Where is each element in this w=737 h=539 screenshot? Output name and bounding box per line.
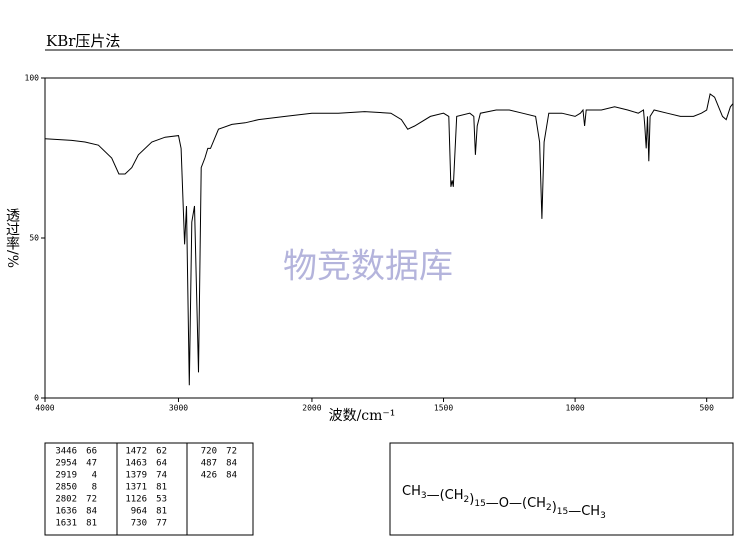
peak-transmittance: 4 xyxy=(92,471,97,481)
peak-transmittance: 64 xyxy=(156,459,167,469)
peak-wavenumber: 1371 xyxy=(125,483,147,493)
peak-wavenumber: 3446 xyxy=(55,447,77,457)
peak-transmittance: 84 xyxy=(86,507,97,517)
peak-transmittance: 53 xyxy=(156,495,167,505)
peak-wavenumber: 1472 xyxy=(125,447,147,457)
formula-frame xyxy=(389,442,734,536)
x-tick-label: 2000 xyxy=(302,404,321,413)
x-tick-label: 1000 xyxy=(565,404,584,413)
y-tick-label: 50 xyxy=(29,234,39,243)
y-axis-label: 透过率/% xyxy=(4,208,20,268)
peak-transmittance: 62 xyxy=(156,447,167,457)
formula: CH3—(CH2)15—O—(CH2)15—CH3 xyxy=(402,484,606,521)
peak-wavenumber: 730 xyxy=(131,519,147,529)
chart-title: KBr压片法 xyxy=(46,32,120,50)
peak-wavenumber: 1631 xyxy=(55,519,77,529)
peak-transmittance: 84 xyxy=(226,459,237,469)
table-frame xyxy=(44,442,254,536)
peak-wavenumber: 426 xyxy=(201,471,217,481)
peak-transmittance: 84 xyxy=(226,471,237,481)
peak-transmittance: 66 xyxy=(86,447,97,457)
peak-transmittance: 47 xyxy=(86,459,97,469)
formula-subscript: 15 xyxy=(474,499,485,509)
x-tick-label: 500 xyxy=(699,404,714,413)
peak-wavenumber: 487 xyxy=(201,459,217,469)
formula-text: ) xyxy=(552,500,557,515)
peak-wavenumber: 2954 xyxy=(55,459,77,469)
peak-wavenumber: 720 xyxy=(201,447,217,457)
y-tick-label: 0 xyxy=(34,394,39,403)
peak-wavenumber: 1463 xyxy=(125,459,147,469)
peak-wavenumber: 2850 xyxy=(55,483,77,493)
peak-transmittance: 81 xyxy=(156,483,167,493)
spectrum-line xyxy=(44,93,734,386)
peak-wavenumber: 964 xyxy=(131,507,147,517)
formula-subscript: 2 xyxy=(464,495,470,505)
peak-wavenumber: 1636 xyxy=(55,507,77,517)
peak-transmittance: 77 xyxy=(156,519,167,529)
plot-frame xyxy=(44,77,734,399)
formula-text: —O—(CH xyxy=(486,496,546,511)
peak-transmittance: 81 xyxy=(86,519,97,529)
watermark: 物竞数据库 xyxy=(283,247,453,287)
peak-wavenumber: 1126 xyxy=(125,495,147,505)
x-tick-label: 3000 xyxy=(169,404,188,413)
formula-text: —(CH xyxy=(427,488,464,503)
y-tick-label: 100 xyxy=(25,74,40,83)
formula-text: —CH xyxy=(568,504,600,519)
peak-transmittance: 81 xyxy=(156,507,167,517)
peak-wavenumber: 2802 xyxy=(55,495,77,505)
formula-subscript: 15 xyxy=(557,507,568,517)
formula-text: ) xyxy=(469,492,474,507)
peak-transmittance: 72 xyxy=(86,495,97,505)
formula-subscript: 2 xyxy=(546,503,552,513)
x-tick-label: 4000 xyxy=(35,404,54,413)
peak-transmittance: 74 xyxy=(156,471,167,481)
peak-wavenumber: 1379 xyxy=(125,471,147,481)
peak-transmittance: 8 xyxy=(92,483,97,493)
x-tick-label: 1500 xyxy=(434,404,453,413)
formula-subscript: 3 xyxy=(421,491,427,501)
peak-transmittance: 72 xyxy=(226,447,237,457)
formula-text: CH xyxy=(402,484,421,499)
x-axis-label: 波数/cm⁻¹ xyxy=(329,408,396,424)
formula-subscript: 3 xyxy=(600,511,606,521)
peak-wavenumber: 2919 xyxy=(55,471,77,481)
